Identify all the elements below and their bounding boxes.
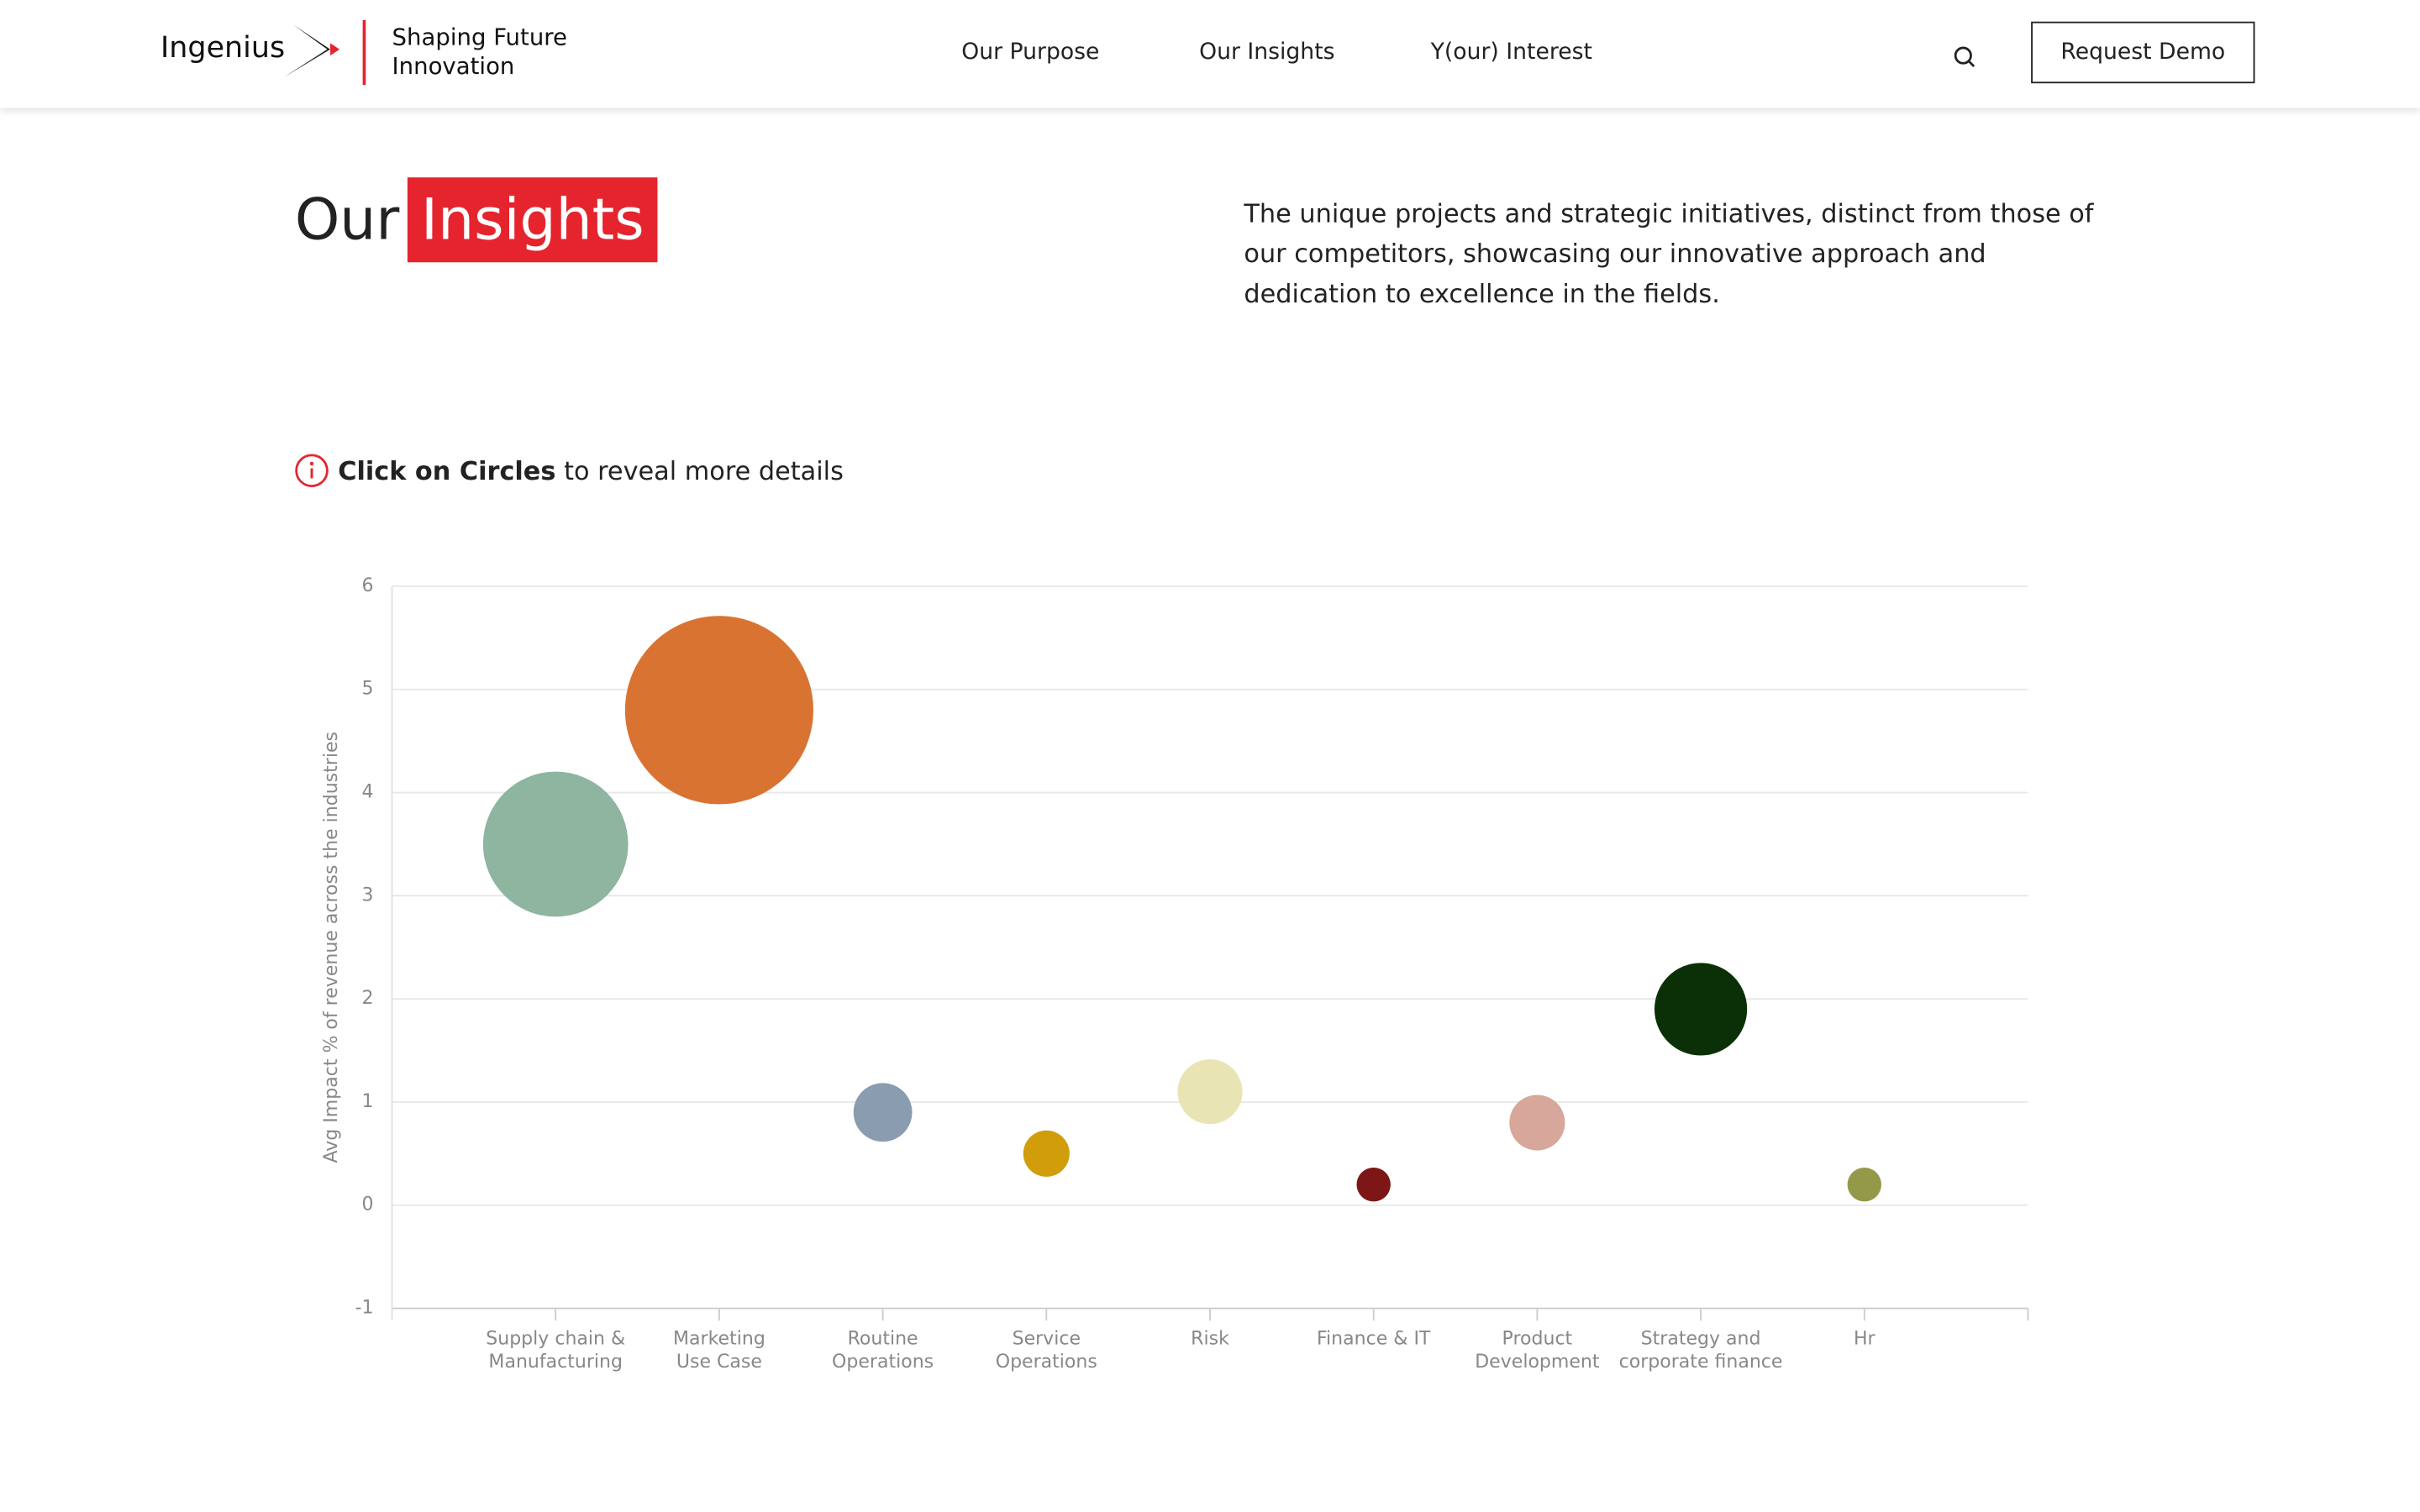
x-tick-label: Operations [832,1352,934,1373]
request-demo-button[interactable]: Request Demo [2031,21,2255,84]
x-tick-label: Manufacturing [488,1352,623,1373]
nav-link[interactable]: Our Insights [1199,39,1335,66]
description: The unique projects and strategic initia… [1244,198,2094,309]
logo[interactable]: Ingenius [160,24,340,77]
search-icon[interactable] [1952,45,1976,69]
x-tick-label: Development [1475,1352,1600,1373]
x-tick-label: Routine [848,1328,918,1349]
x-tick-label: Risk [1191,1328,1229,1349]
nav-link[interactable]: Y(our) Interest [1430,39,1592,66]
y-tick-label: 5 [361,679,373,700]
title-text: Our [294,186,400,254]
y-tick-label: 2 [361,988,373,1009]
x-tick-label: Operations [996,1352,1097,1373]
y-axis-label: Avg Impact % of revenue across the indus… [321,732,342,1163]
y-tick-label: -1 [355,1298,374,1319]
logo-mark [283,24,340,77]
x-tick-label: Service [1013,1328,1081,1349]
info-icon [295,454,329,487]
x-tick-label: Finance & IT [1317,1328,1431,1349]
bubble[interactable] [482,771,629,917]
y-tick-label: 3 [361,885,373,906]
bubble[interactable] [624,616,813,805]
y-tick-label: 6 [361,575,373,596]
bubble[interactable] [1654,963,1748,1056]
bubble[interactable] [853,1083,913,1142]
bubble[interactable] [1023,1130,1070,1177]
title-highlight: Insights [407,177,659,263]
nav-bar: Ingenius Shaping Future Innovation Our Pu… [0,0,2420,108]
x-tick-label: Hr [1854,1328,1876,1349]
bubble[interactable] [1177,1059,1243,1125]
bubble[interactable] [1509,1095,1565,1151]
logo-text: Ingenius [160,30,286,66]
bubble[interactable] [1847,1167,1881,1202]
x-tick-label: corporate finance [1619,1352,1783,1373]
nav-link[interactable]: Our Purpose [961,39,1100,66]
section-title: Our Insights [294,177,659,263]
y-tick-label: 4 [361,782,373,803]
tagline-line: Innovation [392,52,515,81]
hint: Click on Circles to reveal more details [295,454,844,487]
tagline: Shaping Future Innovation [392,24,567,82]
x-tick-label: Supply chain & [486,1328,625,1349]
hint-text: to reveal more details [564,455,844,486]
y-tick-label: 1 [361,1091,373,1112]
tagline-line: Shaping Future [392,23,567,51]
hint-bold: Click on Circles [338,455,556,486]
bubble[interactable] [1356,1167,1391,1202]
x-tick-label: Marketing [673,1328,765,1349]
y-tick-label: 0 [361,1194,373,1215]
divider [362,19,366,86]
x-tick-label: Product [1502,1328,1573,1349]
x-tick-label: Strategy and [1641,1328,1761,1349]
x-tick-label: Use Case [676,1352,762,1373]
